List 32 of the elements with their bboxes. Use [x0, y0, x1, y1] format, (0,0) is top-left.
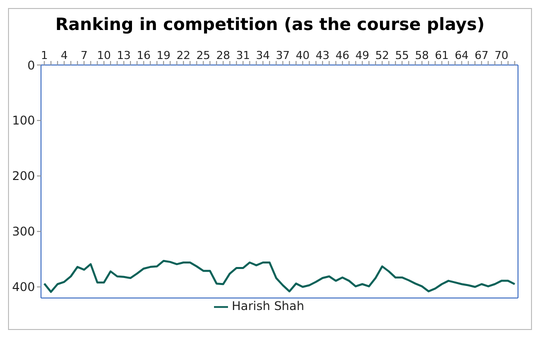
x-tick-label: 55 [395, 49, 410, 62]
x-tick-label: 34 [256, 49, 270, 62]
x-tick-label: 7 [80, 49, 88, 62]
x-tick-label: 1 [40, 49, 48, 62]
x-tick-label: 49 [355, 49, 370, 62]
chart-title: Ranking in competition (as the course plays) [54, 15, 486, 37]
x-tick-label: 61 [434, 49, 449, 62]
x-tick-label: 16 [136, 49, 151, 62]
legend-label: Harish Shah [232, 299, 304, 313]
line-series [43, 260, 516, 293]
x-tick-label: 40 [296, 49, 310, 62]
x-tick-label: 31 [236, 49, 250, 62]
x-tick-label: 4 [60, 49, 68, 62]
y-tick-label: 200 [12, 169, 35, 184]
x-tick-label: 67 [474, 49, 489, 62]
y-tick-label: 100 [12, 114, 35, 128]
y-tick-label: 400 [12, 280, 35, 294]
y-tick-label: 0 [27, 58, 35, 72]
x-tick-label: 46 [335, 49, 350, 62]
y-tick-label: 300 [12, 224, 35, 239]
x-tick-label: 28 [216, 49, 230, 62]
x-tick-label: 13 [116, 49, 131, 62]
x-tick-label: 70 [494, 49, 508, 62]
x-tick-label: 52 [375, 49, 390, 62]
x-tick-label: 58 [414, 49, 429, 62]
x-tick-label: 19 [156, 49, 171, 62]
x-tick-label: 43 [316, 49, 330, 62]
x-tick-label: 37 [276, 49, 290, 62]
x-tick-label: 10 [96, 49, 111, 62]
x-tick-label: 64 [454, 49, 469, 62]
x-tick-label: 22 [176, 49, 190, 62]
x-tick-label: 25 [196, 49, 210, 62]
